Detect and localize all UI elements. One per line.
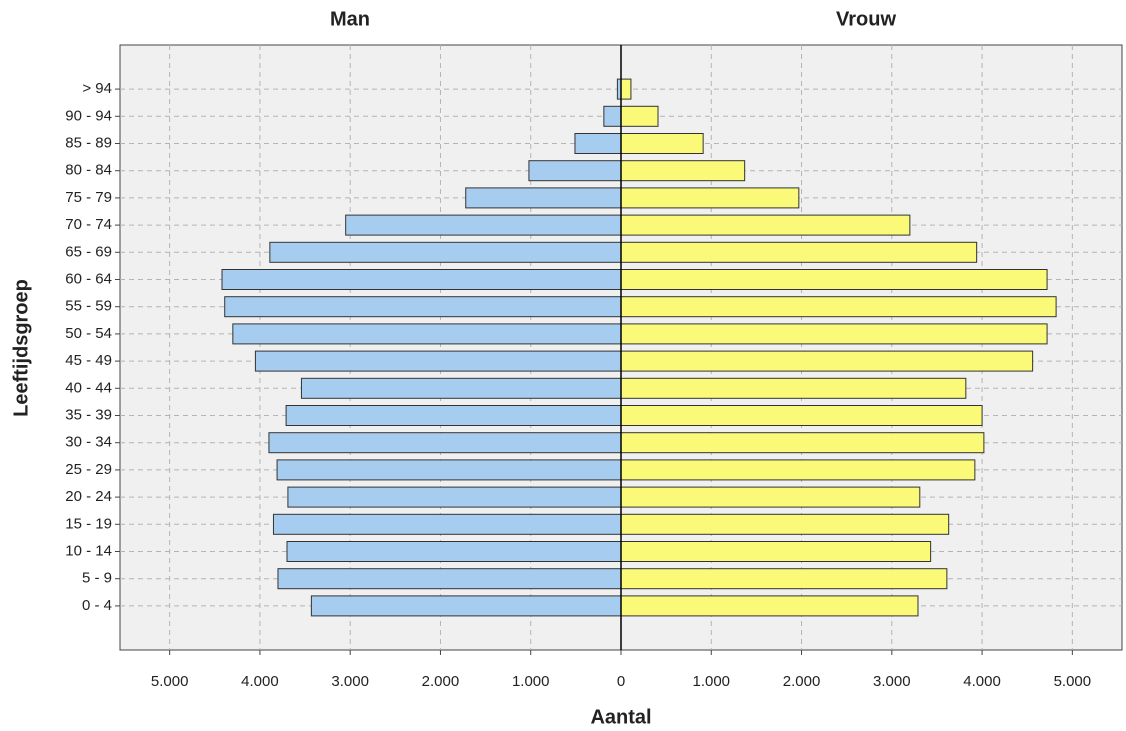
x-tick-label: 5.000 [1054,673,1092,690]
y-tick-label: > 94 [82,80,112,97]
bar [620,323,1048,345]
y-tick-label: 45 - 49 [65,352,112,369]
bar [276,459,622,481]
bar [465,187,622,209]
bar [603,105,622,127]
x-tick-label: 3.000 [331,673,369,690]
y-tick-label: 65 - 69 [65,243,112,260]
y-tick-label: 20 - 24 [65,488,112,505]
y-tick-label: 25 - 29 [65,461,112,478]
x-tick-label: 0 [617,673,625,690]
y-tick-label: 40 - 44 [65,379,112,396]
bar [620,214,911,236]
bar [620,541,932,562]
y-tick-label: 70 - 74 [65,216,112,233]
x-tick-label: 4.000 [963,673,1001,690]
bar [269,241,622,263]
y-tick-label: 60 - 64 [65,270,112,287]
bar [620,187,800,209]
bar [620,377,967,399]
bar [345,214,622,236]
bar [272,513,622,535]
x-tick-label: 3.000 [873,673,911,690]
bar [620,241,978,263]
bar [254,350,622,372]
bar [268,432,622,454]
bar [574,133,622,154]
y-tick-label: 15 - 19 [65,515,112,532]
y-axis-label: Leeftijdsgroep [10,279,32,417]
bar [221,269,622,290]
bar [620,432,985,454]
y-tick-label: 80 - 84 [65,162,112,179]
bar [285,405,622,426]
bar [620,105,659,127]
bar [620,459,976,481]
bar [620,78,632,100]
left-title: Man [330,8,370,30]
x-tick-label: 5.000 [151,673,189,690]
bar [620,160,746,182]
bar [310,595,622,617]
bar [224,296,622,318]
x-tick-label: 2.000 [783,673,821,690]
bar [300,377,622,399]
bar [286,541,622,562]
bar [620,486,921,508]
y-tick-label: 50 - 54 [65,325,112,342]
x-tick-label: 4.000 [241,673,279,690]
x-tick-label: 1.000 [512,673,550,690]
y-tick-label: 55 - 59 [65,298,112,315]
bar [277,568,622,590]
x-tick-label: 2.000 [422,673,460,690]
y-tick-label: 75 - 79 [65,189,112,206]
y-tick-label: 30 - 34 [65,434,112,451]
bar [620,513,950,535]
y-tick-label: 0 - 4 [82,597,112,614]
bar [620,296,1057,318]
y-tick-label: 90 - 94 [65,107,112,124]
bar [620,568,948,590]
bar [528,160,622,182]
bar [232,323,622,345]
y-tick-label: 85 - 89 [65,134,112,151]
x-axis-label: Aantal [590,706,651,728]
right-title: Vrouw [836,8,896,30]
y-tick-label: 5 - 9 [82,570,112,587]
bar [620,350,1034,372]
bar [620,405,983,426]
bar [620,133,704,154]
x-tick-label: 1.000 [692,673,730,690]
y-tick-label: 10 - 14 [65,542,112,559]
y-tick-label: 35 - 39 [65,406,112,423]
bar [620,595,919,617]
bar [620,269,1048,290]
bar [287,486,622,508]
